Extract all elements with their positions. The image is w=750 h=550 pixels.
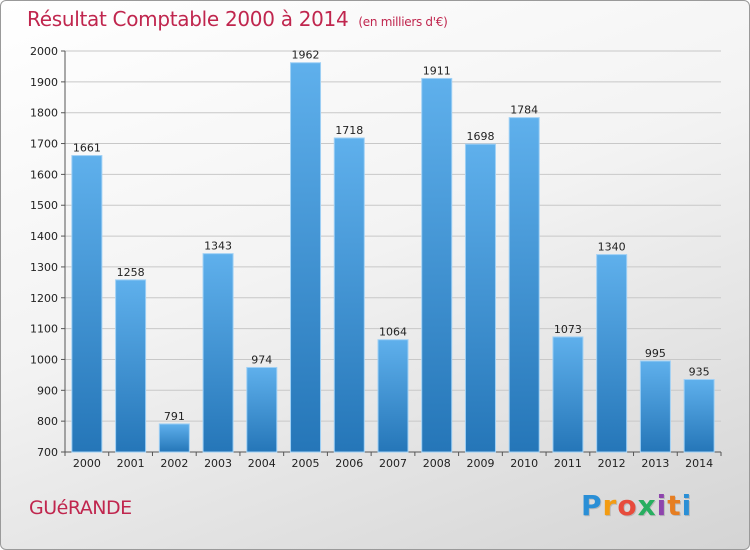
value-label-2007: 1064 bbox=[379, 326, 407, 339]
y-tick-label: 1700 bbox=[30, 138, 58, 151]
y-tick-label: 700 bbox=[37, 446, 58, 459]
y-tick-label: 1000 bbox=[30, 353, 58, 366]
y-tick-label: 1400 bbox=[30, 230, 58, 243]
city-name: GUéRANDE bbox=[29, 497, 132, 519]
logo-letter: i bbox=[681, 489, 693, 522]
bars bbox=[71, 62, 715, 453]
x-tick-label-2008: 2008 bbox=[423, 457, 451, 470]
bar-2006 bbox=[333, 137, 365, 453]
bar-2004 bbox=[246, 366, 278, 453]
value-label-2008: 1911 bbox=[423, 64, 451, 77]
value-label-2001: 1258 bbox=[117, 266, 145, 279]
x-tick-label-2002: 2002 bbox=[160, 457, 188, 470]
bar-2012 bbox=[596, 254, 628, 453]
y-tick-label: 800 bbox=[37, 415, 58, 428]
bar-2000 bbox=[71, 155, 103, 453]
bar-2009 bbox=[464, 143, 496, 453]
y-tick-label: 1300 bbox=[30, 261, 58, 274]
y-tick-label: 1600 bbox=[30, 168, 58, 181]
bar-2011 bbox=[552, 336, 584, 453]
value-label-2002: 791 bbox=[164, 410, 185, 423]
x-tick-label-2011: 2011 bbox=[554, 457, 582, 470]
value-label-2010: 1784 bbox=[510, 104, 538, 117]
bar-2003 bbox=[202, 253, 234, 453]
x-tick-label-2012: 2012 bbox=[598, 457, 626, 470]
bar-2007 bbox=[377, 339, 409, 453]
bar-2014 bbox=[683, 379, 715, 453]
value-label-2000: 1661 bbox=[73, 142, 101, 155]
axes: 700 800 900 1000 1100 1200 1300 1400 1500 1600 170… bbox=[30, 45, 722, 470]
y-tick-label: 900 bbox=[37, 384, 58, 397]
x-tick-label-2010: 2010 bbox=[510, 457, 538, 470]
x-tick-label-2000: 2000 bbox=[73, 457, 101, 470]
y-tick-label: 1500 bbox=[30, 199, 58, 212]
bar-2013 bbox=[639, 360, 671, 453]
bar-2005 bbox=[290, 62, 322, 453]
bar-2010 bbox=[508, 117, 540, 453]
bar-2002 bbox=[158, 423, 190, 453]
logo-letter: x bbox=[637, 489, 657, 522]
bar-2001 bbox=[115, 279, 147, 453]
proxiti-logo[interactable]: Proxiti bbox=[581, 489, 692, 522]
logo-letter: r bbox=[602, 489, 618, 522]
value-label-2006: 1718 bbox=[335, 124, 363, 137]
x-tick-label-2006: 2006 bbox=[335, 457, 363, 470]
x-tick-label-2009: 2009 bbox=[466, 457, 494, 470]
bar-2008 bbox=[421, 77, 453, 453]
y-tick-label: 2000 bbox=[30, 45, 58, 58]
y-tick-label: 1800 bbox=[30, 107, 58, 120]
logo-letter: o bbox=[617, 489, 638, 522]
value-label-2013: 995 bbox=[645, 347, 666, 360]
value-label-2012: 1340 bbox=[598, 241, 626, 254]
value-label-2003: 1343 bbox=[204, 240, 232, 253]
chart-title: Résultat Comptable 2000 à 2014 (en millie… bbox=[27, 7, 448, 31]
logo-letter: i bbox=[656, 489, 668, 522]
logo-letter: t bbox=[667, 489, 682, 522]
y-tick-label: 1200 bbox=[30, 292, 58, 305]
value-label-2005: 1962 bbox=[292, 49, 320, 62]
x-tick-label-2005: 2005 bbox=[292, 457, 320, 470]
x-tick-label-2001: 2001 bbox=[117, 457, 145, 470]
value-label-2004: 974 bbox=[251, 353, 272, 366]
x-tick-label-2007: 2007 bbox=[379, 457, 407, 470]
value-label-2011: 1073 bbox=[554, 323, 582, 336]
x-tick-label-2013: 2013 bbox=[641, 457, 669, 470]
value-labels: 1661 1258 791 1343 974 1962 1718 1064 1911 1698 17… bbox=[73, 49, 710, 423]
x-tick-label-2003: 2003 bbox=[204, 457, 232, 470]
y-tick-label: 1900 bbox=[30, 76, 58, 89]
x-tick-label-2014: 2014 bbox=[685, 457, 713, 470]
chart-subtitle: (en milliers d'€) bbox=[358, 15, 448, 29]
chart-title-text: Résultat Comptable 2000 à 2014 bbox=[27, 7, 349, 31]
logo-letter: P bbox=[581, 489, 603, 522]
value-label-2009: 1698 bbox=[466, 130, 494, 143]
value-label-2014: 935 bbox=[689, 366, 710, 379]
x-tick-label-2004: 2004 bbox=[248, 457, 276, 470]
y-tick-label: 1100 bbox=[30, 323, 58, 336]
